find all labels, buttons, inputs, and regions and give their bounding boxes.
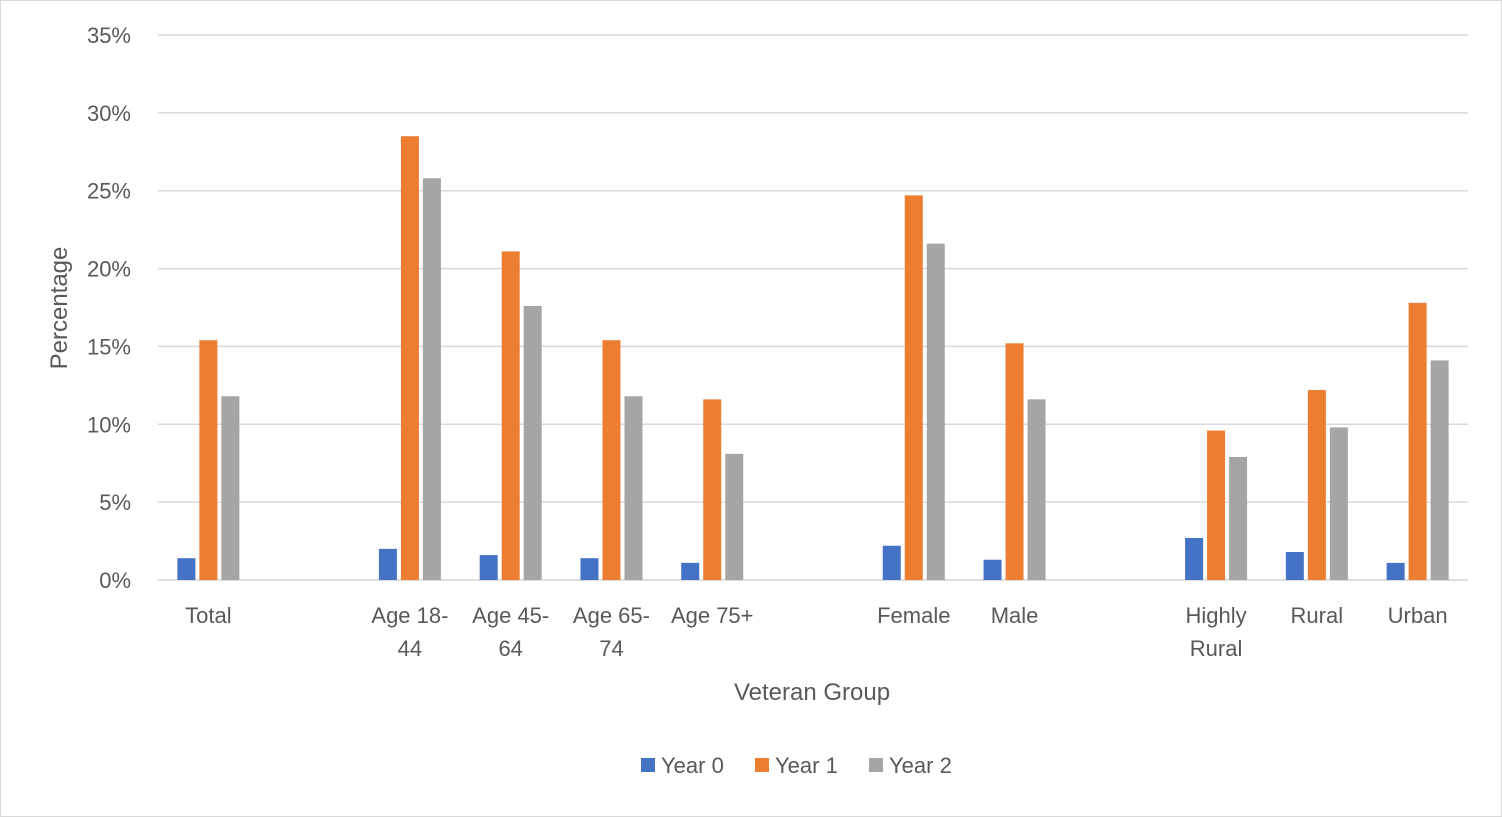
bar bbox=[1207, 430, 1226, 580]
bar bbox=[177, 558, 196, 580]
bar bbox=[1430, 360, 1449, 580]
x-tick-label: Urban bbox=[1388, 603, 1448, 628]
bar bbox=[725, 453, 744, 580]
bar bbox=[1285, 551, 1304, 580]
x-tick-label: Age 45-64 bbox=[472, 603, 549, 661]
bar bbox=[1185, 537, 1204, 580]
x-axis-title: Veteran Group bbox=[734, 679, 890, 706]
y-tick-label: 25% bbox=[87, 179, 131, 204]
bar bbox=[681, 562, 700, 580]
bar bbox=[703, 399, 722, 580]
x-tick-label: Total bbox=[185, 603, 231, 628]
y-tick-label: 20% bbox=[87, 257, 131, 282]
x-tick-label: Male bbox=[991, 603, 1039, 628]
y-tick-label: 0% bbox=[99, 568, 131, 593]
bar bbox=[1307, 390, 1326, 580]
bar bbox=[1329, 427, 1348, 580]
y-tick-label: 15% bbox=[87, 334, 131, 359]
y-tick-label: 10% bbox=[87, 412, 131, 437]
bar bbox=[904, 195, 923, 580]
x-tick-label: Age 75+ bbox=[671, 603, 754, 628]
legend: Year 0 Year 1 Year 2 bbox=[641, 753, 952, 778]
bar bbox=[882, 545, 901, 580]
bar bbox=[1229, 456, 1248, 580]
bar bbox=[602, 340, 621, 580]
bar bbox=[983, 559, 1002, 580]
bar bbox=[580, 558, 599, 580]
bars bbox=[177, 136, 1449, 580]
legend-swatch bbox=[641, 758, 655, 772]
y-axis-title: Percentage bbox=[46, 247, 73, 370]
legend-swatch bbox=[869, 758, 883, 772]
y-tick-label: 30% bbox=[87, 101, 131, 126]
legend-swatch bbox=[755, 758, 769, 772]
bar bbox=[1408, 302, 1427, 580]
legend-label: Year 2 bbox=[889, 753, 952, 778]
y-axis-ticks: 0% 5% 10% 15% 20% 25% 30% 35% bbox=[87, 23, 131, 593]
bar bbox=[378, 548, 397, 580]
bar bbox=[199, 340, 218, 580]
gridlines bbox=[158, 34, 1468, 581]
x-axis-labels: Total Age 18-44 Age 45-64 Age 65-74 Age 75+ F… bbox=[185, 603, 1447, 661]
x-tick-label: Rural bbox=[1291, 603, 1344, 628]
bar bbox=[1027, 399, 1046, 580]
bar bbox=[221, 396, 240, 580]
bar bbox=[926, 243, 945, 580]
legend-label: Year 0 bbox=[661, 753, 724, 778]
bar bbox=[1005, 343, 1024, 580]
legend-label: Year 1 bbox=[775, 753, 838, 778]
x-tick-label: Age 65-74 bbox=[573, 603, 650, 661]
bar bbox=[501, 251, 520, 580]
bar bbox=[624, 396, 643, 580]
bar bbox=[1386, 562, 1405, 580]
y-tick-label: 35% bbox=[87, 23, 131, 48]
bar bbox=[400, 136, 419, 580]
bar bbox=[479, 555, 498, 580]
bar bbox=[422, 178, 441, 580]
x-tick-label: Female bbox=[877, 603, 950, 628]
x-tick-label: Highly Rural bbox=[1186, 603, 1247, 661]
y-tick-label: 5% bbox=[99, 490, 131, 515]
x-tick-label: Age 18-44 bbox=[371, 603, 448, 661]
bar bbox=[523, 305, 542, 580]
